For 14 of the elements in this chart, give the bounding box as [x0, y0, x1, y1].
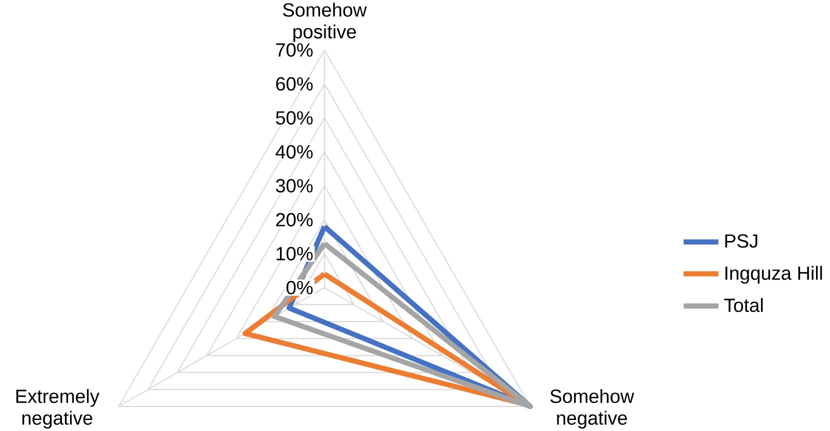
y-tick-label: 50% [276, 110, 313, 124]
y-tick-label: 30% [276, 178, 313, 192]
y-tick-label: 20% [276, 212, 313, 226]
legend-label: Ingquza Hill [725, 266, 822, 284]
spoke-label: Somehow positive [283, 2, 367, 42]
y-tick-label: 40% [276, 144, 313, 158]
y-tick-label: 70% [276, 43, 313, 57]
legend-label: Total [724, 298, 763, 312]
spoke-label: Somehow negative [550, 388, 634, 428]
y-tick-label: 0% [286, 280, 313, 294]
legend-label: PSJ [725, 234, 758, 248]
y-tick-label: 10% [276, 246, 313, 260]
y-tick-label: 60% [276, 77, 313, 91]
spoke-label: Extremely negative [16, 388, 100, 428]
